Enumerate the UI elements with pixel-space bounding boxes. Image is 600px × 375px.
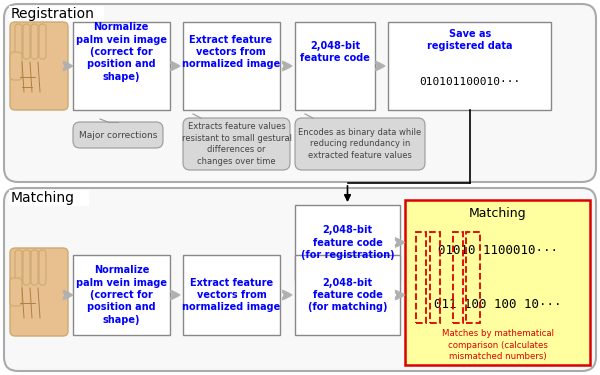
Bar bbox=[183, 255, 280, 335]
FancyBboxPatch shape bbox=[10, 248, 68, 336]
Bar bbox=[430, 232, 440, 323]
Bar bbox=[416, 232, 426, 323]
Bar bbox=[73, 255, 170, 335]
Text: 2,048-bit
feature code
(for registration): 2,048-bit feature code (for registration… bbox=[301, 225, 394, 260]
Bar bbox=[295, 205, 400, 280]
Text: Normalize
palm vein image
(correct for
position and
shape): Normalize palm vein image (correct for p… bbox=[76, 22, 167, 82]
Text: Save as
registered data: Save as registered data bbox=[427, 29, 513, 51]
Text: Matching: Matching bbox=[469, 207, 526, 220]
FancyBboxPatch shape bbox=[73, 122, 163, 148]
Bar bbox=[73, 22, 170, 110]
FancyBboxPatch shape bbox=[10, 278, 22, 306]
Bar bbox=[388, 22, 551, 110]
Text: Encodes as binary data while
reducing redundancy in
extracted feature values: Encodes as binary data while reducing re… bbox=[298, 128, 422, 160]
Text: 011 100 100 10···: 011 100 100 10··· bbox=[434, 298, 561, 312]
Text: Matching: Matching bbox=[11, 191, 75, 205]
FancyBboxPatch shape bbox=[31, 24, 38, 59]
FancyBboxPatch shape bbox=[10, 22, 68, 110]
Text: 2,048-bit
feature code: 2,048-bit feature code bbox=[300, 41, 370, 63]
Bar bbox=[453, 232, 463, 323]
FancyBboxPatch shape bbox=[23, 24, 30, 59]
Text: 2,048-bit
feature code
(for matching): 2,048-bit feature code (for matching) bbox=[308, 278, 387, 312]
Bar bbox=[466, 232, 480, 323]
Text: Normalize
palm vein image
(correct for
position and
shape): Normalize palm vein image (correct for p… bbox=[76, 265, 167, 325]
FancyBboxPatch shape bbox=[183, 118, 290, 170]
FancyBboxPatch shape bbox=[295, 118, 425, 170]
FancyBboxPatch shape bbox=[15, 24, 22, 59]
FancyBboxPatch shape bbox=[23, 250, 30, 285]
Bar bbox=[295, 22, 375, 110]
Text: Matches by mathematical
comparison (calculates
mismatched numbers): Matches by mathematical comparison (calc… bbox=[442, 329, 554, 361]
Bar bbox=[9, 190, 89, 206]
Text: Extract feature
vectors from
normalized image: Extract feature vectors from normalized … bbox=[182, 278, 281, 312]
FancyBboxPatch shape bbox=[31, 250, 38, 285]
FancyBboxPatch shape bbox=[39, 24, 46, 59]
FancyBboxPatch shape bbox=[39, 250, 46, 285]
FancyBboxPatch shape bbox=[4, 4, 596, 182]
Text: 01010 1100010···: 01010 1100010··· bbox=[437, 243, 557, 256]
FancyBboxPatch shape bbox=[10, 52, 22, 80]
Text: Extract feature
vectors from
normalized image: Extract feature vectors from normalized … bbox=[182, 34, 280, 69]
Text: Major corrections: Major corrections bbox=[79, 130, 157, 140]
Bar bbox=[183, 22, 280, 110]
FancyBboxPatch shape bbox=[4, 188, 596, 371]
Text: Registration: Registration bbox=[11, 7, 95, 21]
Bar bbox=[295, 255, 400, 335]
FancyBboxPatch shape bbox=[15, 250, 22, 285]
Bar bbox=[9, 6, 104, 22]
Text: 010101100010···: 010101100010··· bbox=[419, 77, 521, 87]
Bar bbox=[405, 200, 590, 365]
Text: Extracts feature values
resistant to small gestural
differences or
changes over : Extracts feature values resistant to sma… bbox=[182, 122, 292, 166]
